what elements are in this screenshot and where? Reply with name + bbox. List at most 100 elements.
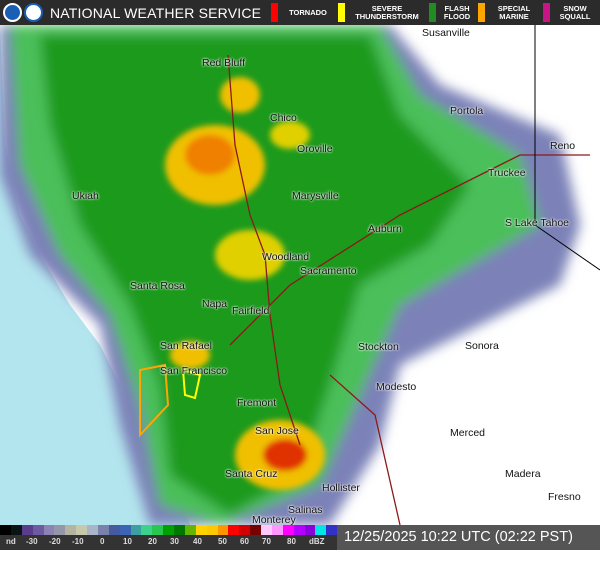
city-label: Fairfield	[232, 305, 270, 317]
city-label: Santa Rosa	[130, 280, 185, 292]
scale-tick: 50	[218, 537, 227, 546]
scale-tick: 10	[123, 537, 132, 546]
scale-tick: 0	[100, 537, 105, 546]
scale-swatch	[195, 525, 207, 535]
city-label: Hollister	[322, 482, 360, 494]
header: NATIONAL WEATHER SERVICE TORNADO SEVERE TH…	[0, 0, 600, 25]
scale-swatch	[184, 525, 196, 535]
scale-swatch	[0, 525, 11, 535]
scale-swatch	[32, 525, 44, 535]
city-label: Marysville	[292, 190, 339, 202]
warning-legend-item: SPECIAL MARINE	[478, 0, 537, 25]
scale-tick: 30	[170, 537, 179, 546]
warning-swatch	[429, 3, 436, 22]
scale-tick: dBZ	[309, 537, 325, 546]
scale-swatch	[65, 525, 77, 535]
warning-legend-item: SEVERE THUNDERSTORM	[338, 0, 423, 25]
city-label: Ukiah	[72, 190, 99, 202]
city-label: Monterey	[252, 514, 296, 526]
scale-tick: 40	[193, 537, 202, 546]
warning-legend-item: FLASH FLOOD	[429, 0, 472, 25]
warning-label: SNOW SQUALL	[559, 3, 591, 21]
warning-swatch	[338, 3, 345, 22]
warning-label: SEVERE THUNDERSTORM	[355, 3, 419, 21]
scale-swatch	[293, 525, 305, 535]
city-label: Salinas	[288, 504, 323, 516]
city-label: Portola	[450, 105, 484, 117]
scale-swatch	[76, 525, 87, 535]
scale-swatch	[163, 525, 174, 535]
scale-swatch	[21, 525, 33, 535]
warning-label: FLASH FLOOD	[443, 3, 471, 21]
scale-swatch	[87, 525, 98, 535]
noaa-logo	[3, 3, 22, 22]
city-label: Napa	[202, 298, 228, 310]
city-label: Woodland	[262, 251, 310, 263]
scale-swatch	[152, 525, 164, 535]
city-label: Reno	[550, 140, 576, 152]
scale-tick: 20	[148, 537, 157, 546]
scale-swatch	[119, 525, 131, 535]
scale-swatch	[261, 525, 272, 535]
scale-swatch	[206, 525, 218, 535]
scale-swatch	[250, 525, 261, 535]
timestamp: 12/25/2025 10:22 UTC (02:22 PST) KDAX	[337, 525, 600, 570]
scale-swatch	[10, 525, 22, 535]
scale-swatch	[141, 525, 153, 535]
scale-swatch	[97, 525, 109, 535]
nws-logo	[24, 3, 43, 22]
app-title: NATIONAL WEATHER SERVICE	[50, 4, 262, 21]
city-label: Sacramento	[300, 265, 357, 277]
city-label: Truckee	[488, 167, 526, 179]
city-label: Merced	[450, 427, 486, 439]
scale-tick: -10	[72, 537, 84, 546]
city-label: Oroville	[297, 143, 333, 155]
scale-swatch	[282, 525, 294, 535]
logo: NATIONAL WEATHER SERVICE	[0, 3, 271, 22]
scale-swatch	[43, 525, 55, 535]
city-label: San Jose	[255, 425, 299, 437]
warning-legend-item: SNOW SQUALL	[543, 0, 594, 25]
scale-swatch	[54, 525, 66, 535]
scale-tick: -20	[49, 537, 61, 546]
city-label: Fremont	[237, 397, 277, 409]
scale-swatch	[326, 525, 338, 535]
scale-tick: -30	[26, 537, 38, 546]
scale-swatch	[217, 525, 229, 535]
scale-tick: nd	[6, 537, 16, 546]
city-label: Susanville	[422, 27, 470, 39]
scale-tick: 70	[262, 537, 271, 546]
radar-echoes	[0, 25, 580, 525]
radar-map[interactable]: Susanville Red Bluff Chico Portola Reno Orovi…	[0, 25, 600, 526]
warning-swatch	[543, 3, 550, 22]
scale-swatch	[228, 525, 240, 535]
city-label: Madera	[505, 468, 541, 480]
city-label: Red Bluff	[202, 57, 245, 69]
city-label: Chico	[270, 112, 297, 124]
city-label: S Lake Tahoe	[505, 217, 570, 229]
city-label: Santa Cruz	[225, 468, 278, 480]
warning-swatch	[478, 3, 485, 22]
scale-swatch	[239, 525, 251, 535]
city-label: San Rafael	[160, 340, 212, 352]
scale-tick: 60	[240, 537, 249, 546]
city-label: Auburn	[368, 223, 402, 235]
scale-swatch	[130, 525, 142, 535]
scale-swatch	[174, 525, 185, 535]
city-label: Stockton	[358, 341, 399, 353]
city-label: Modesto	[376, 381, 417, 393]
warning-label: TORNADO	[289, 7, 327, 17]
city-label: Sonora	[465, 340, 499, 352]
scale-swatch	[315, 525, 327, 535]
city-label: Fresno	[548, 491, 581, 503]
scale-swatch	[108, 525, 120, 535]
warning-swatch	[271, 3, 278, 22]
warning-legend-item: TORNADO	[271, 0, 332, 25]
scale-swatch	[271, 525, 283, 535]
scale-swatch	[304, 525, 316, 535]
color-scale	[0, 525, 338, 535]
reflectivity-legend: nd -30 -20 -10 0 10 20 30 40 50 60 70 80 dBZ	[0, 525, 338, 550]
scale-tick: 80	[287, 537, 296, 546]
warning-label: SPECIAL MARINE	[497, 3, 531, 21]
city-label: San Francisco	[160, 365, 228, 377]
